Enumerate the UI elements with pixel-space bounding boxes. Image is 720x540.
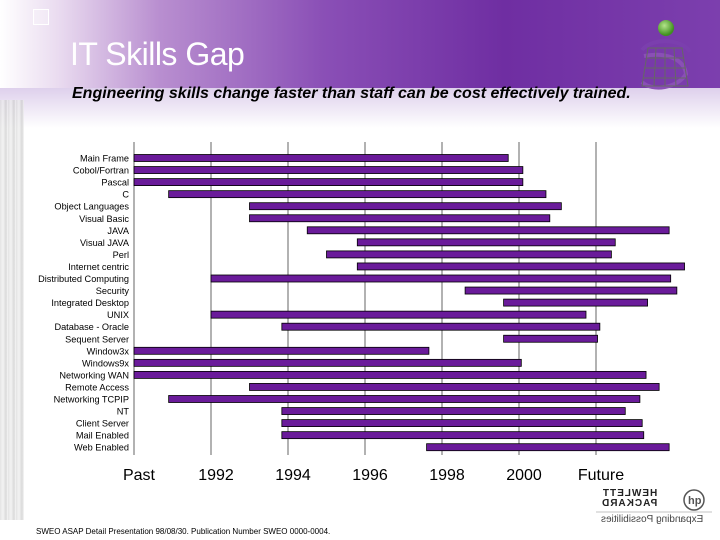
- category-label: Integrated Desktop: [51, 298, 129, 308]
- tick-label: 1992: [198, 467, 234, 484]
- category-label: Mail Enabled: [76, 431, 129, 441]
- skill-bar: [356, 262, 685, 271]
- skill-bar: [249, 383, 660, 391]
- category-label: Windows9x: [82, 358, 129, 368]
- category-label: Internet centric: [68, 262, 129, 272]
- slide-subtitle: Engineering skills change faster than st…: [72, 85, 631, 102]
- category-label: Perl: [113, 250, 129, 260]
- skill-bar: [133, 346, 430, 355]
- category-label: C: [122, 190, 129, 200]
- slide-title: IT Skills Gap: [70, 36, 245, 72]
- skill-bar: [426, 443, 670, 452]
- tick-label: Past: [123, 467, 156, 484]
- category-label: JAVA: [107, 226, 129, 236]
- decorative-columns: [0, 100, 24, 520]
- skill-bar: [133, 358, 522, 367]
- category-label: NT: [117, 407, 130, 417]
- skill-bar: [133, 166, 524, 174]
- skill-bar: [168, 190, 547, 199]
- skill-bar: [281, 407, 626, 415]
- skill-bar: [133, 370, 647, 379]
- skill-bar: [281, 322, 601, 331]
- category-label: Pascal: [101, 178, 129, 188]
- skill-bar: [210, 310, 587, 319]
- category-label: Networking TCPIP: [54, 395, 129, 405]
- tick-label: 1996: [352, 467, 388, 484]
- category-label: Security: [96, 286, 130, 296]
- skill-bar: [168, 395, 641, 403]
- banner-fade: [0, 88, 720, 128]
- svg-text:hp: hp: [688, 495, 702, 507]
- hp-line2: PACKARD: [601, 498, 658, 509]
- tick-label: Future: [578, 467, 624, 484]
- title-banner: [0, 0, 720, 88]
- skill-bar: [503, 334, 598, 343]
- category-label: Cobol/Fortran: [73, 166, 129, 176]
- skill-bar: [249, 202, 562, 211]
- decorative-square: [33, 9, 49, 25]
- skill-bar: [356, 238, 616, 247]
- skill-bar: [326, 250, 612, 259]
- hp-tagline: Expanding Possibilities: [601, 514, 704, 525]
- tick-label: 1998: [429, 467, 465, 484]
- skill-bar: [133, 154, 509, 162]
- globe-logo-icon: [640, 20, 692, 90]
- category-label: Web Enabled: [74, 443, 129, 453]
- category-label: Main Frame: [80, 154, 129, 164]
- category-label: Window3x: [87, 346, 130, 356]
- category-label: Database - Oracle: [54, 322, 129, 332]
- tick-label: 2000: [506, 467, 542, 484]
- tick-label: 1994: [275, 467, 311, 484]
- skill-bar: [133, 178, 524, 186]
- category-label: Object Languages: [54, 202, 129, 212]
- category-label: Client Server: [76, 419, 129, 429]
- category-label: UNIX: [107, 310, 129, 320]
- skill-bar: [281, 431, 645, 440]
- category-label: Distributed Computing: [38, 274, 129, 284]
- hp-logo-icon: hp: [596, 489, 712, 513]
- skill-bar: [503, 298, 648, 307]
- category-label: Sequent Server: [65, 334, 129, 344]
- category-label: Visual Basic: [79, 214, 129, 224]
- category-label: Visual JAVA: [80, 238, 130, 248]
- category-label: Networking WAN: [59, 370, 129, 380]
- hp-company-name: HEWLETT PACKARD: [601, 488, 658, 509]
- skill-bar: [306, 226, 670, 235]
- skill-bar: [464, 286, 678, 295]
- category-label: Remote Access: [65, 382, 129, 392]
- skill-bar: [210, 274, 672, 283]
- skill-bar: [249, 214, 551, 223]
- skill-bar: [281, 419, 643, 428]
- footer-text: SWEO ASAP Detail Presentation 98/08/30. …: [36, 527, 331, 536]
- skills-timeline-chart: Past 1992 1994 1996 1998 2000 Future Main Frame…: [38, 142, 685, 484]
